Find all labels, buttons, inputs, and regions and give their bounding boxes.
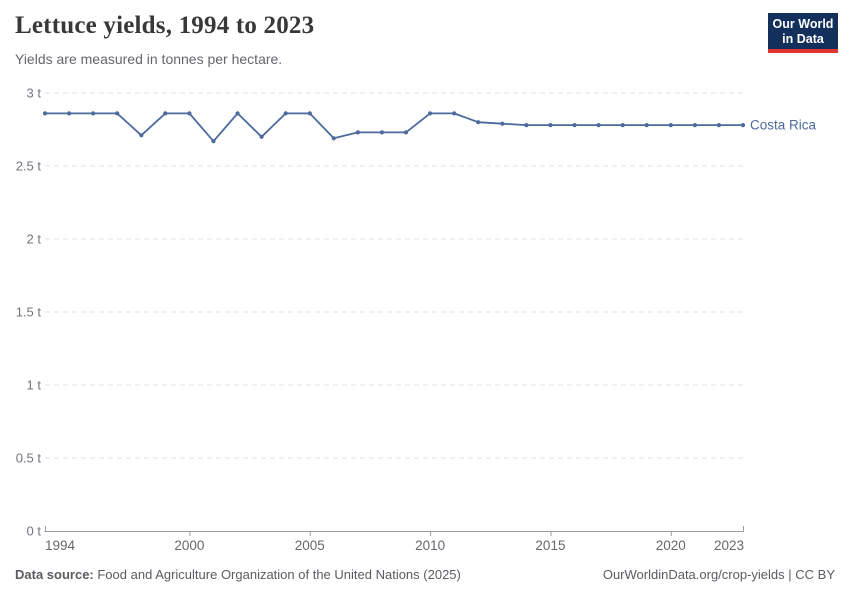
x-axis-tick-label: 2020 xyxy=(656,538,686,553)
data-point[interactable] xyxy=(379,130,385,135)
data-point[interactable] xyxy=(524,123,529,128)
y-axis-tick-label: 3 t xyxy=(27,86,42,101)
data-point[interactable] xyxy=(42,111,48,116)
x-axis-tick-label: 2015 xyxy=(535,538,565,553)
data-source-text: Food and Agriculture Organization of the… xyxy=(93,567,461,582)
data-point[interactable] xyxy=(115,111,120,116)
y-axis-tick-label: 2.5 t xyxy=(16,159,42,174)
x-axis-tick-label: 1994 xyxy=(45,538,76,553)
data-point[interactable] xyxy=(235,111,240,116)
data-point[interactable] xyxy=(740,123,746,128)
data-point[interactable] xyxy=(692,123,698,128)
x-axis-tick-label: 2005 xyxy=(295,538,325,553)
data-point[interactable] xyxy=(452,111,457,116)
data-point[interactable] xyxy=(596,123,601,128)
data-point[interactable] xyxy=(668,123,673,128)
data-point[interactable] xyxy=(187,111,192,116)
logo-accent-bar xyxy=(768,49,838,53)
data-point[interactable] xyxy=(620,123,625,128)
data-point[interactable] xyxy=(355,130,360,135)
data-point[interactable] xyxy=(403,130,409,135)
data-point[interactable] xyxy=(283,111,288,116)
data-point[interactable] xyxy=(211,139,216,144)
series-label-costa-rica[interactable]: Costa Rica xyxy=(750,118,817,133)
data-point[interactable] xyxy=(307,111,312,116)
logo-text-line2: in Data xyxy=(782,32,824,47)
data-point[interactable] xyxy=(500,121,505,126)
data-point[interactable] xyxy=(572,123,577,128)
x-axis-tick-label: 2010 xyxy=(415,538,445,553)
y-axis-tick-label: 0 t xyxy=(27,524,42,539)
data-point[interactable] xyxy=(476,120,481,125)
data-source: Data source: Food and Agriculture Organi… xyxy=(15,567,461,582)
data-point[interactable] xyxy=(331,136,336,141)
chart-footer: Data source: Food and Agriculture Organi… xyxy=(15,567,835,582)
data-point[interactable] xyxy=(259,134,264,139)
y-axis-tick-label: 0.5 t xyxy=(16,451,42,466)
data-source-label: Data source: xyxy=(15,567,94,582)
data-point[interactable] xyxy=(67,111,72,116)
owid-logo: Our World in Data xyxy=(768,13,838,53)
data-point[interactable] xyxy=(548,123,553,128)
chart-subtitle: Yields are measured in tonnes per hectar… xyxy=(15,51,283,67)
page-title: Lettuce yields, 1994 to 2023 xyxy=(15,12,315,39)
x-axis-tick-label: 2023 xyxy=(714,538,744,553)
logo-text-line1: Our World xyxy=(772,17,834,31)
data-point[interactable] xyxy=(644,123,649,128)
y-axis-tick-label: 1.5 t xyxy=(16,305,42,320)
data-point[interactable] xyxy=(716,123,722,128)
data-point[interactable] xyxy=(91,111,96,116)
x-axis-tick-label: 2000 xyxy=(174,538,204,553)
data-point[interactable] xyxy=(428,111,433,116)
credit-link[interactable]: OurWorldinData.org/crop-yields | CC BY xyxy=(602,567,835,582)
data-point[interactable] xyxy=(163,111,168,116)
y-axis-tick-label: 2 t xyxy=(27,232,42,247)
y-axis-tick-label: 1 t xyxy=(27,378,42,393)
costa-rica-line[interactable] xyxy=(44,112,744,143)
data-point[interactable] xyxy=(139,133,144,138)
